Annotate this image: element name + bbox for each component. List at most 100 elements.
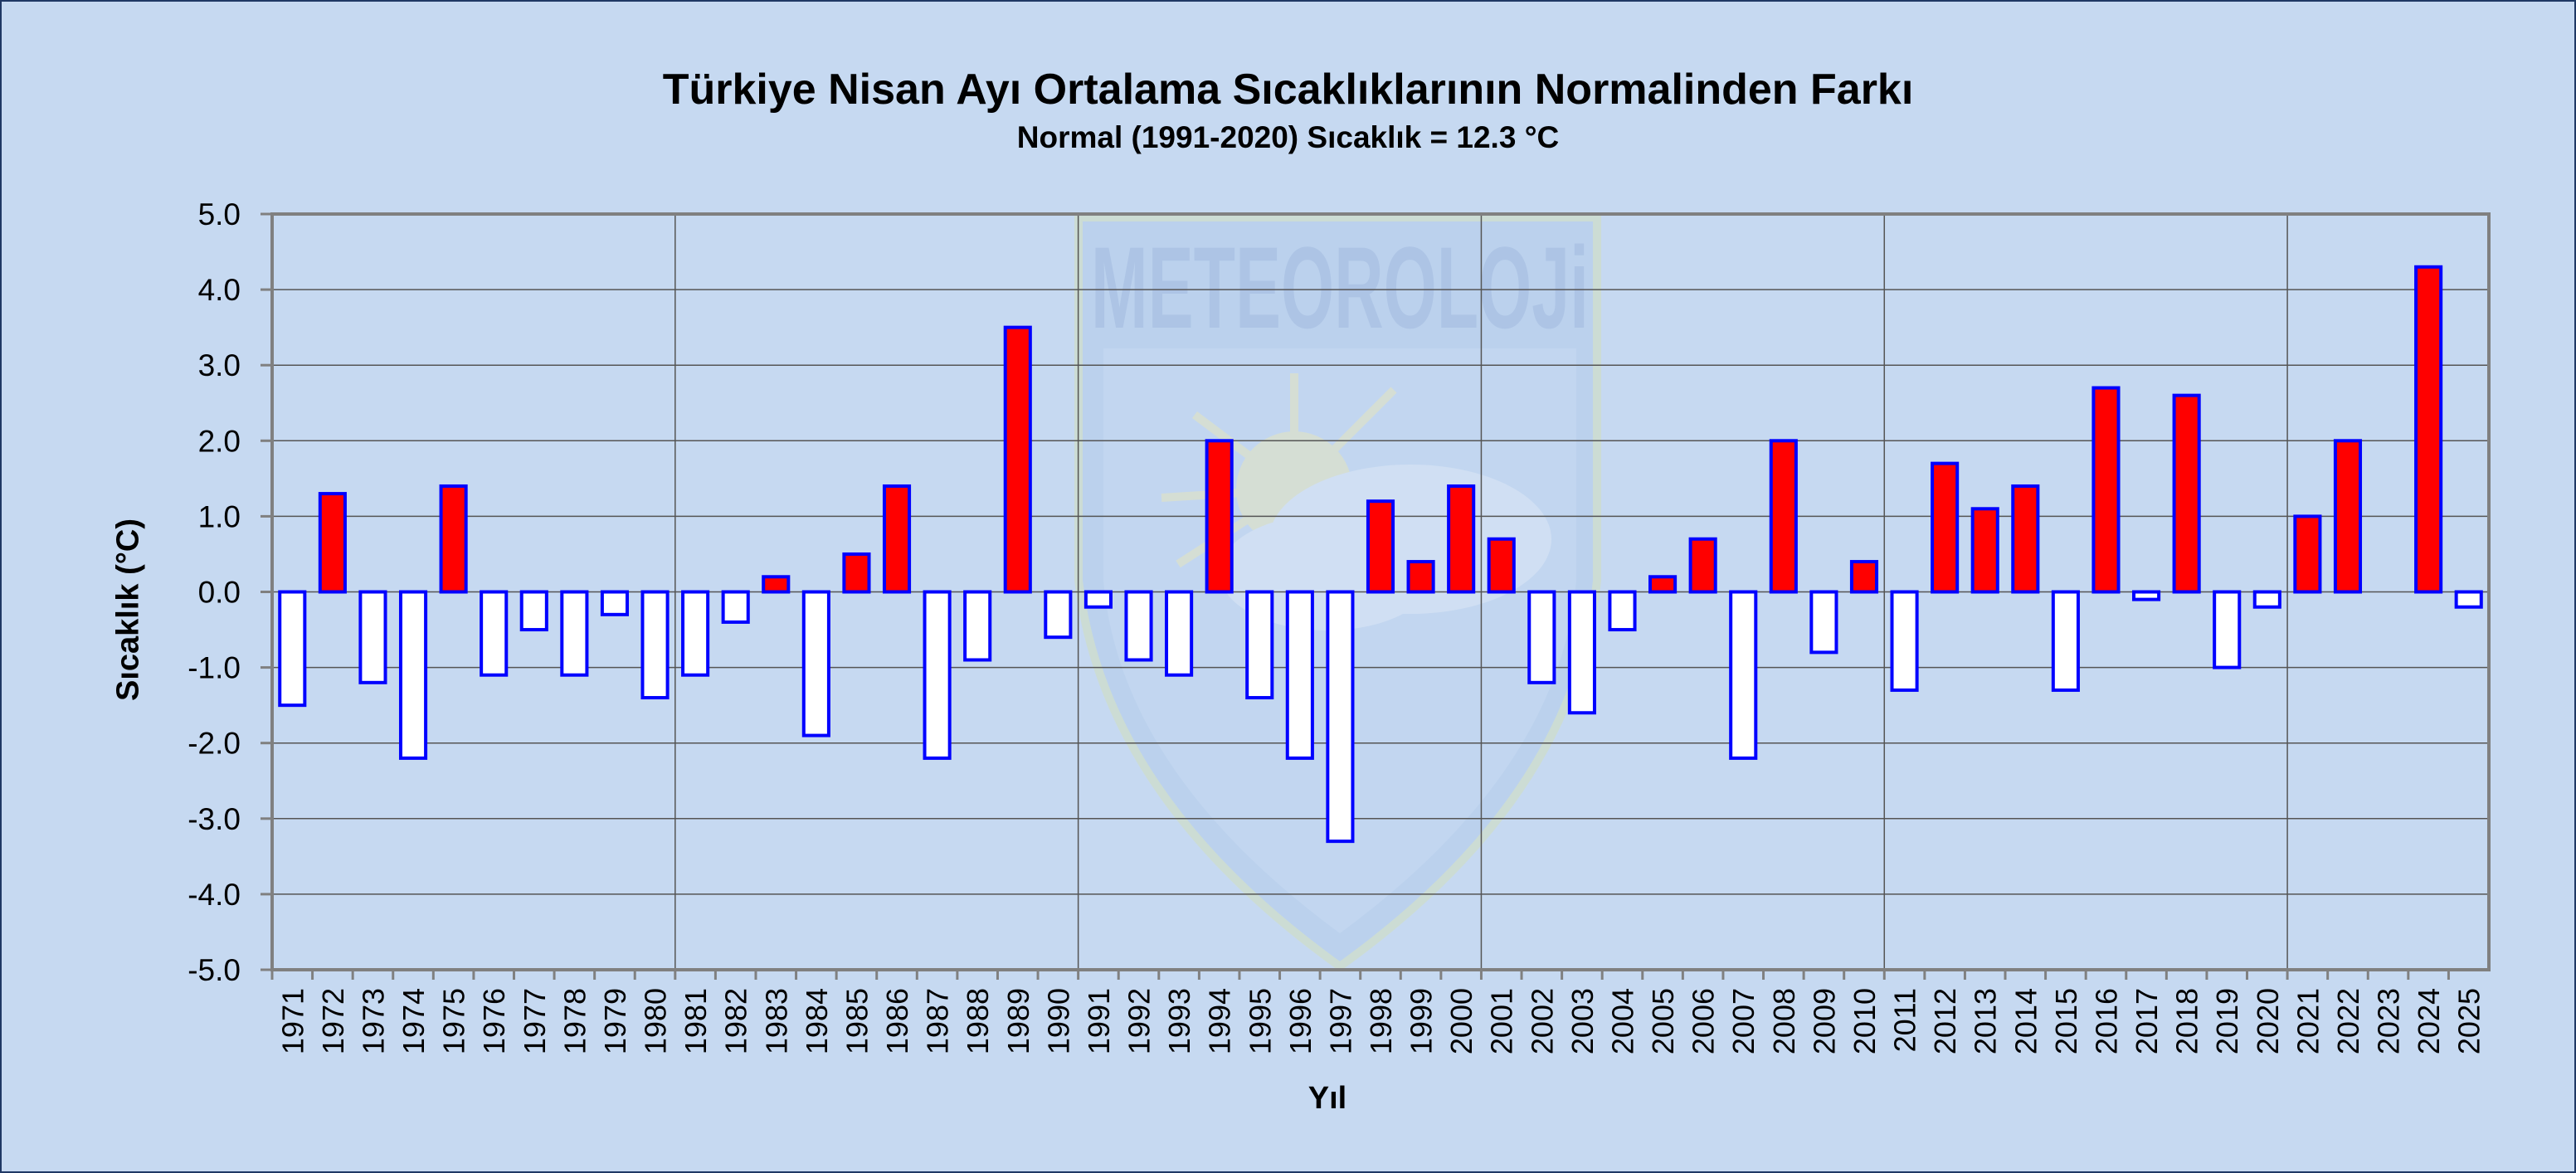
bar-1972 [318, 492, 347, 594]
bar-2024 [2414, 265, 2443, 594]
x-tick-label: 1976 [477, 988, 511, 1054]
x-tick-label: 1997 [1323, 988, 1357, 1054]
x-tick-label: 1974 [397, 988, 431, 1054]
x-tick-label: 2009 [1807, 988, 1841, 1054]
bar-2013 [1970, 507, 1999, 594]
chart-title: Türkiye Nisan Ayı Ortalama Sıcaklıkların… [662, 66, 1914, 114]
y-tick-label: -3.0 [187, 802, 241, 836]
bar-2018 [2172, 393, 2201, 594]
x-axis-label: Yıl [1307, 1081, 1347, 1116]
x-tick-label: 1977 [518, 988, 552, 1054]
x-tick-label: 2007 [1726, 988, 1760, 1054]
bar-1980 [640, 590, 670, 700]
x-tick-label: 2006 [1687, 988, 1721, 1054]
x-tick-label: 1995 [1243, 988, 1277, 1054]
bar-1997 [1326, 590, 1355, 844]
x-tick-label: 1984 [800, 988, 834, 1054]
bar-2007 [1729, 590, 1758, 760]
x-tick-label: 1987 [921, 988, 955, 1054]
x-tick-label: 2018 [2170, 988, 2204, 1054]
y-tick-label: -5.0 [187, 953, 241, 987]
watermark-text: METEOROLOJi [1091, 222, 1589, 353]
bar-1978 [560, 590, 589, 677]
x-tick-label: 2019 [2210, 988, 2244, 1054]
bar-1974 [398, 590, 428, 760]
bar-2003 [1567, 590, 1596, 715]
x-tick-label: 1975 [437, 988, 471, 1054]
x-tick-label: 1972 [316, 988, 350, 1054]
bar-2016 [2091, 386, 2121, 594]
bar-1999 [1406, 560, 1435, 594]
bar-1991 [1083, 590, 1113, 609]
x-tick-label: 2002 [1525, 988, 1559, 1054]
x-tick-label: 1980 [639, 988, 673, 1054]
x-tick-label: 1999 [1405, 988, 1439, 1054]
x-tick-label: 1986 [880, 988, 914, 1054]
x-tick-label: 2024 [2412, 988, 2446, 1054]
x-axis: 1971 1972 1973 1974 1975 1976 1977 1978 1979 1980… [270, 970, 2486, 1054]
x-tick-label: 1982 [719, 988, 753, 1054]
bar-1987 [923, 590, 952, 760]
x-tick-label: 2022 [2331, 988, 2365, 1054]
bar-1983 [762, 575, 791, 594]
x-tick-label: 1983 [759, 988, 793, 1054]
bar-1998 [1366, 499, 1395, 594]
x-tick-label: 2012 [1928, 988, 1962, 1054]
x-tick-label: 2014 [2009, 988, 2043, 1054]
y-axis-label: Sıcaklık (°C) [110, 518, 146, 702]
bar-2012 [1931, 461, 1960, 594]
bar-2021 [2293, 514, 2322, 594]
x-tick-label: 2000 [1444, 988, 1478, 1054]
bar-2022 [2333, 439, 2363, 594]
x-tick-label: 2015 [2049, 988, 2083, 1054]
bar-1971 [278, 590, 307, 708]
x-tick-label: 1991 [1082, 988, 1116, 1054]
x-tick-label: 1993 [1162, 988, 1196, 1054]
x-tick-label: 1973 [356, 988, 390, 1054]
y-tick-label: 2.0 [198, 424, 241, 458]
bar-2014 [2011, 484, 2040, 594]
bar-1990 [1044, 590, 1073, 640]
x-tick-label: 2003 [1566, 988, 1600, 1054]
bar-2006 [1688, 537, 1717, 594]
bar-2010 [1849, 560, 1879, 594]
bar-2008 [1769, 439, 1798, 594]
x-tick-label: 1979 [598, 988, 632, 1054]
bar-1979 [600, 590, 630, 616]
x-tick-label: 2008 [1767, 988, 1801, 1054]
chart-subtitle: Normal (1991-2020) Sıcaklık = 12.3 °C [1016, 120, 1560, 154]
bar-2000 [1447, 484, 1476, 594]
y-tick-label: 1.0 [198, 499, 241, 533]
x-tick-label: 1981 [679, 988, 713, 1054]
bar-1976 [480, 590, 509, 677]
bar-1984 [801, 590, 830, 737]
x-tick-label: 1971 [275, 988, 309, 1054]
bar-2004 [1608, 590, 1637, 632]
x-tick-label: 2021 [2291, 988, 2325, 1054]
y-axis: 5.0 4.0 3.0 2.0 1.0 0.0 -1.0 -2.0 -3.0 -4.0 -5.0 [187, 197, 272, 987]
bar-1973 [358, 590, 387, 684]
x-tick-label: 1978 [558, 988, 592, 1054]
x-tick-label: 1998 [1364, 988, 1398, 1054]
bar-2020 [2252, 590, 2281, 609]
x-tick-label: 1985 [840, 988, 874, 1054]
x-tick-label: 2011 [1888, 988, 1922, 1052]
y-tick-label: 4.0 [198, 273, 241, 307]
x-tick-label: 2005 [1646, 988, 1680, 1054]
y-tick-label: 5.0 [198, 197, 241, 231]
bar-2019 [2213, 590, 2242, 669]
y-tick-label: 3.0 [198, 348, 241, 382]
x-tick-label: 1990 [1041, 988, 1075, 1054]
x-tick-label: 1994 [1203, 988, 1237, 1054]
x-tick-label: 1989 [1001, 988, 1035, 1054]
bar-1994 [1205, 439, 1234, 594]
bar-1977 [519, 590, 548, 632]
bar-2009 [1809, 590, 1838, 655]
bar-2017 [2131, 590, 2161, 601]
bar-1988 [963, 590, 992, 662]
x-tick-label: 2010 [1848, 988, 1882, 1054]
x-tick-label: 2004 [1605, 988, 1639, 1054]
x-tick-label: 2017 [2130, 988, 2164, 1054]
bar-1995 [1245, 590, 1274, 700]
